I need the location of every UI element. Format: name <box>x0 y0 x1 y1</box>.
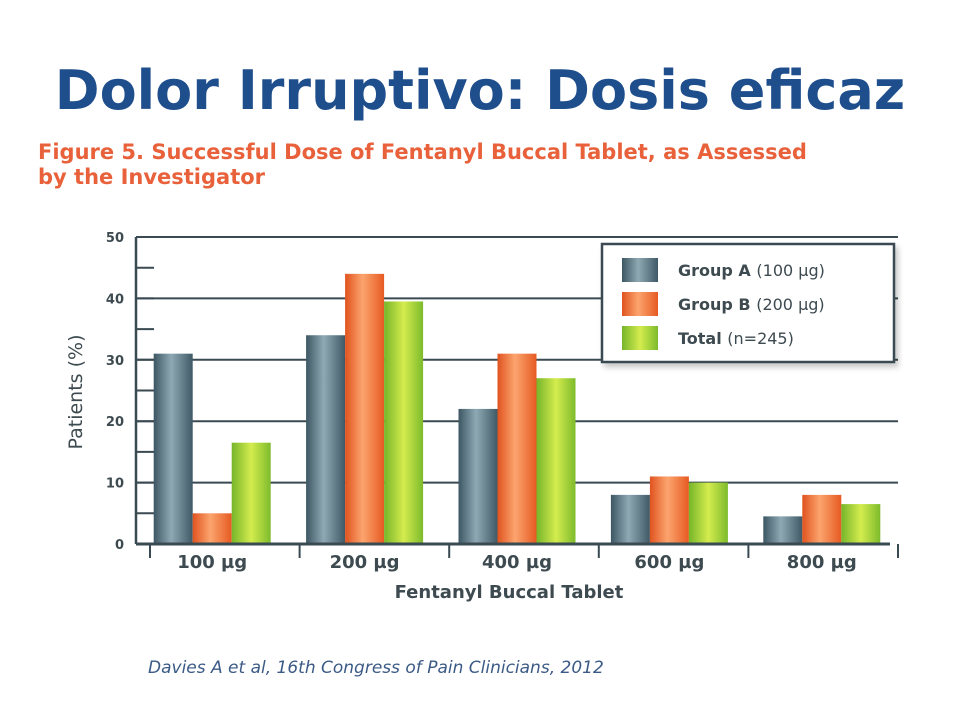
x-tick-label: 800 µg <box>787 552 857 573</box>
figure-caption-line-1: Figure 5. Successful Dose of Fentanyl Bu… <box>38 140 807 164</box>
bar-group-a-1 <box>306 335 346 544</box>
legend: Group A (100 µg) Group B (200 µg) Total (n… <box>600 242 896 364</box>
bar-total-1 <box>384 301 424 544</box>
bar-group-a-2 <box>458 408 498 544</box>
bars <box>153 273 881 544</box>
y-tick-label: 50 <box>106 231 124 246</box>
bar-total-0 <box>231 442 271 544</box>
legend-swatch-group-a <box>622 258 658 282</box>
bar-total-4 <box>841 504 881 544</box>
legend-swatch-total <box>622 326 658 350</box>
y-tick-label: 0 <box>115 538 124 553</box>
citation: Davies A et al, 16th Congress of Pain Cl… <box>148 658 604 678</box>
y-axis-title: Patients (%) <box>65 335 87 450</box>
bar-total-2 <box>536 378 576 544</box>
slide-title: Dolor Irruptivo: Dosis eficaz <box>54 59 906 122</box>
bar-group-b-4 <box>802 494 842 544</box>
bar-group-b-2 <box>497 353 537 544</box>
figure-caption: Figure 5. Successful Dose of Fentanyl Bu… <box>38 140 938 190</box>
x-tick-label: 200 µg <box>330 552 400 573</box>
legend-swatch-group-b <box>622 292 658 316</box>
x-tick-label: 100 µg <box>177 552 247 573</box>
bar-group-b-0 <box>192 513 232 544</box>
x-tick-label: 600 µg <box>634 552 704 573</box>
y-tick-label: 10 <box>106 477 124 492</box>
bar-group-b-3 <box>649 476 689 544</box>
y-tick-label: 40 <box>106 292 124 307</box>
y-tick-label: 30 <box>106 354 124 369</box>
axes <box>134 236 899 558</box>
legend-label-group-a: Group A (100 µg) <box>678 261 825 280</box>
bar-total-3 <box>688 482 728 544</box>
bar-group-a-4 <box>763 516 803 544</box>
y-tick-label: 20 <box>106 415 124 430</box>
bar-group-a-0 <box>153 353 193 544</box>
legend-label-group-b: Group B (200 µg) <box>678 295 825 314</box>
bar-group-a-3 <box>610 494 650 544</box>
x-tick-label: 400 µg <box>482 552 552 573</box>
x-axis-title: Fentanyl Buccal Tablet <box>395 582 624 603</box>
legend-label-total: Total (n=245) <box>678 329 794 348</box>
figure-caption-line-2: by the Investigator <box>38 165 266 189</box>
axis-labels: 0 10 20 30 40 50 100 µg 200 µg 400 µg 600 µg 800 µ… <box>65 231 857 603</box>
bar-group-b-1 <box>345 273 385 544</box>
